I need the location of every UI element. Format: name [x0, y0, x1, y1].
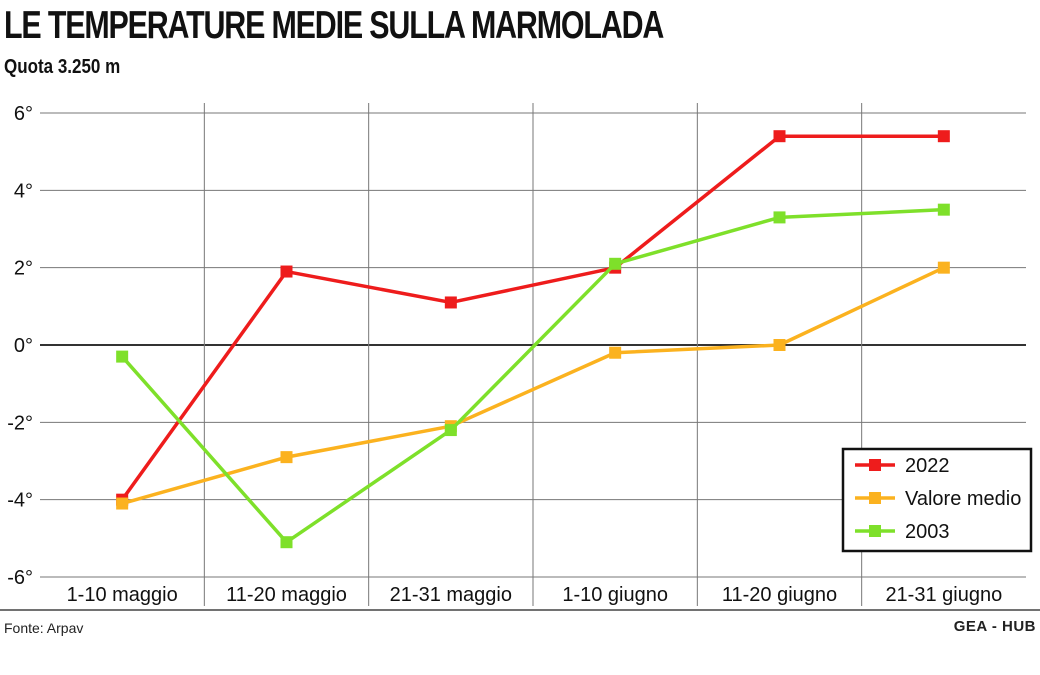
legend-swatch-marker — [869, 492, 881, 504]
series-valore-medio — [116, 261, 950, 510]
series-2003 — [116, 203, 950, 549]
data-point — [937, 261, 950, 274]
x-tick-label: 1-10 maggio — [67, 584, 178, 606]
data-point — [609, 346, 622, 359]
legend-item: 2022 — [855, 455, 950, 477]
data-point — [280, 536, 293, 549]
legend-label: Valore medio — [905, 488, 1021, 510]
legend-label: 2003 — [905, 521, 950, 543]
y-tick-label: 2° — [14, 258, 33, 280]
series-line — [120, 134, 944, 501]
x-tick-label: 11-20 giugno — [722, 584, 837, 606]
legend-item: Valore medio — [855, 488, 1021, 510]
y-tick-label: -2° — [7, 412, 33, 434]
data-point — [116, 350, 129, 363]
data-point — [773, 130, 786, 143]
legend-swatch-marker — [869, 525, 881, 537]
x-axis-ticks: 1-10 maggio 11-20 maggio 21-31 maggio 1-10 … — [67, 584, 1003, 606]
y-tick-label: -6° — [7, 567, 33, 589]
data-point — [444, 424, 457, 437]
data-point — [280, 451, 293, 464]
source-note: Fonte: Arpav — [4, 620, 84, 636]
data-point — [773, 339, 786, 351]
legend: 2022 Valore medio 2003 — [841, 447, 1033, 553]
data-point — [444, 296, 457, 309]
credit-label: GEA - HUB — [953, 618, 1036, 635]
series-layer — [116, 130, 950, 549]
grid — [0, 103, 1040, 611]
x-tick-label: 11-20 maggio — [226, 584, 347, 606]
chart-subtitle: Quota 3.250 m — [4, 56, 121, 78]
series-line — [121, 266, 945, 506]
y-tick-label: 4° — [14, 180, 33, 202]
data-point — [609, 257, 622, 270]
legend-label: 2022 — [905, 455, 950, 477]
y-tick-label: 6° — [14, 103, 33, 125]
y-tick-label: 0° — [14, 335, 33, 357]
data-point — [937, 203, 950, 216]
legend-item: 2003 — [855, 521, 950, 543]
y-axis-ticks: 6° 4° 2° 0° -2° -4° -6° — [7, 103, 33, 589]
data-point — [280, 265, 293, 278]
x-tick-label: 21-31 maggio — [390, 584, 512, 606]
data-point — [937, 130, 950, 143]
series-line — [120, 207, 944, 544]
legend-swatch-marker — [869, 459, 881, 471]
x-tick-label: 1-10 giugno — [562, 584, 668, 606]
x-tick-label: 21-31 giugno — [885, 584, 1002, 606]
data-point — [116, 497, 129, 510]
y-tick-label: -4° — [7, 490, 33, 512]
chart-title: LE TEMPERATURE MEDIE SULLA MARMOLADA — [4, 4, 664, 47]
data-point — [773, 211, 786, 224]
